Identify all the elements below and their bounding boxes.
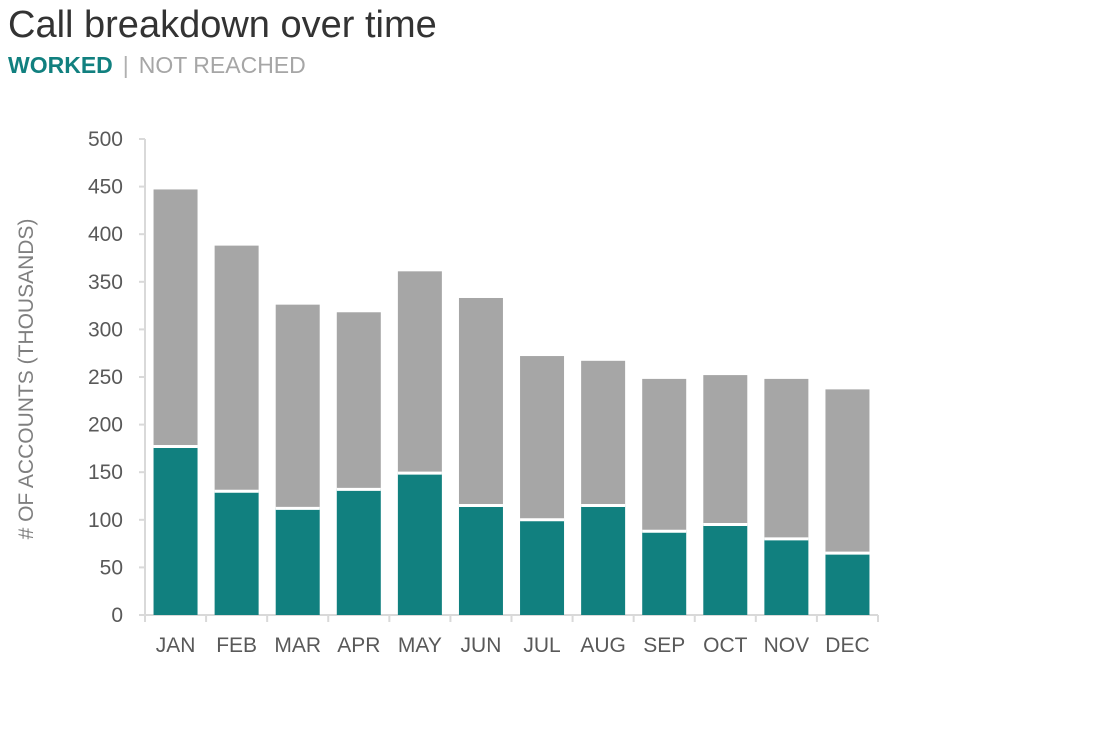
x-tick-label-mar: MAR <box>274 634 321 657</box>
chart-title: Call breakdown over time <box>8 4 437 46</box>
x-tick-label-dec: DEC <box>825 634 869 657</box>
bar-not-reached-jul <box>520 356 565 520</box>
x-tick-label-feb: FEB <box>216 634 257 657</box>
y-tick-label: 150 <box>88 461 123 484</box>
y-tick-label: 500 <box>88 128 123 151</box>
bar-worked-nov <box>764 538 809 615</box>
bar-not-reached-may <box>397 271 442 474</box>
bar-worked-oct <box>703 524 748 615</box>
bar-worked-jan <box>153 446 198 615</box>
x-tick-label-jan: JAN <box>156 634 196 657</box>
x-tick-label-nov: NOV <box>764 634 810 657</box>
bar-not-reached-jun <box>458 297 503 506</box>
x-tick-label-jun: JUN <box>461 634 502 657</box>
y-tick-label: 450 <box>88 176 123 199</box>
y-tick-label: 250 <box>88 366 123 389</box>
y-axis-title: # OF ACCOUNTS (THOUSANDS) <box>15 219 38 540</box>
bar-worked-dec <box>825 553 870 615</box>
bar-not-reached-aug <box>581 360 626 506</box>
legend-not-reached: NOT REACHED <box>138 52 306 78</box>
bar-worked-jul <box>520 519 565 615</box>
bar-not-reached-dec <box>825 389 870 554</box>
x-tick-label-oct: OCT <box>703 634 748 657</box>
bar-worked-feb <box>214 491 259 615</box>
x-tick-label-apr: APR <box>337 634 380 657</box>
bar-worked-apr <box>336 489 381 615</box>
y-tick-label: 0 <box>111 604 123 627</box>
legend-worked: WORKED <box>8 52 113 78</box>
bar-not-reached-sep <box>642 378 687 532</box>
y-tick-label: 350 <box>88 271 123 294</box>
x-tick-label-may: MAY <box>398 634 442 657</box>
bar-worked-may <box>397 473 442 615</box>
bar-not-reached-apr <box>336 312 381 490</box>
y-tick-label: 200 <box>88 414 123 437</box>
bar-not-reached-feb <box>214 245 259 492</box>
bar-not-reached-nov <box>764 378 809 539</box>
bar-worked-mar <box>275 508 320 615</box>
y-tick-label: 300 <box>88 318 123 341</box>
x-tick-label-jul: JUL <box>523 634 560 657</box>
bar-worked-sep <box>642 531 687 615</box>
y-tick-label: 100 <box>88 509 123 532</box>
bar-not-reached-mar <box>275 304 320 509</box>
y-tick-label: 50 <box>100 556 123 579</box>
x-tick-label-sep: SEP <box>643 634 685 657</box>
legend-separator: | <box>122 52 129 78</box>
bar-not-reached-oct <box>703 375 748 525</box>
y-tick-label: 400 <box>88 223 123 246</box>
x-tick-label-aug: AUG <box>580 634 626 657</box>
bar-worked-jun <box>458 505 503 615</box>
chart-legend: WORKED | NOT REACHED <box>8 52 306 79</box>
bar-not-reached-jan <box>153 189 198 447</box>
bar-worked-aug <box>581 505 626 615</box>
